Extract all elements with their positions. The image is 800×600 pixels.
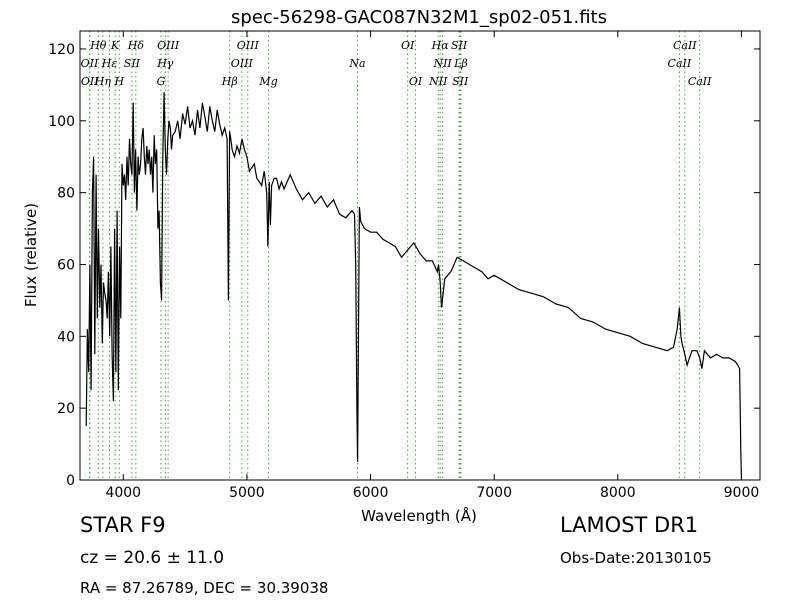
- spectral-line-label: Hα: [431, 39, 450, 52]
- spectral-line-label: CaII: [673, 39, 697, 52]
- y-axis-label: Flux (relative): [22, 203, 40, 307]
- spectral-line-markers: [89, 31, 701, 480]
- spectral-line-label: OIII: [231, 57, 254, 70]
- spectral-line-label: OIII: [237, 39, 260, 52]
- spectral-line-label: OII: [81, 57, 99, 70]
- spectral-line-label: OI: [409, 75, 423, 88]
- y-tick-label: 80: [57, 186, 75, 202]
- spectral-line-label: OII: [81, 75, 99, 88]
- spectral-line-label: Mg: [258, 75, 277, 88]
- spectral-line-label: Hδ: [127, 39, 145, 52]
- spectral-line-label: Hη: [94, 75, 112, 88]
- spectral-line-label: OIII: [157, 39, 180, 52]
- spectral-line-label: Hε: [101, 57, 118, 70]
- x-axis: 4000 5000 6000 7000 8000 9000: [105, 31, 759, 501]
- y-tick-label: 100: [48, 114, 75, 130]
- x-tick-label: 8000: [600, 485, 636, 501]
- y-tick-label: 20: [57, 401, 75, 417]
- object-class: STAR F9: [80, 513, 166, 537]
- y-axis: 0 20 40 60 80 100 120: [48, 42, 760, 489]
- spectral-line-label: CaII: [668, 57, 692, 70]
- observation-date: Obs-Date:20130105: [560, 549, 712, 567]
- x-tick-label: 6000: [353, 485, 389, 501]
- spectral-line-label: Hγ: [156, 57, 174, 70]
- survey-name: LAMOST DR1: [560, 513, 699, 537]
- spectral-line-label: SII: [451, 39, 468, 52]
- spectral-line-label: G: [157, 75, 166, 88]
- spectral-line-label: K: [110, 39, 120, 52]
- spectral-line-label: Na: [348, 57, 365, 70]
- spectral-line-label: SII: [124, 57, 141, 70]
- spectral-line-label: H: [114, 75, 125, 88]
- y-tick-label: 60: [57, 257, 75, 273]
- x-axis-label: Wavelength (Å): [361, 506, 477, 525]
- spectral-line-label: NII: [432, 57, 452, 70]
- y-tick-label: 0: [66, 473, 75, 489]
- x-tick-label: 4000: [105, 485, 141, 501]
- spectral-line-label: CaII: [688, 75, 712, 88]
- chart-title: spec-56298-GAC087N32M1_sp02-051.fits: [231, 7, 607, 28]
- spectral-line-label: OI: [401, 39, 415, 52]
- redshift-cz: cz = 20.6 ± 11.0: [80, 548, 225, 568]
- x-tick-label: 9000: [724, 485, 760, 501]
- spectrum-line: [85, 92, 743, 481]
- spectral-line-label: Lβ: [453, 57, 468, 70]
- x-tick-label: 7000: [476, 485, 512, 501]
- x-tick-label: 5000: [229, 485, 265, 501]
- y-tick-label: 120: [48, 42, 75, 58]
- ra-dec-coordinates: RA = 87.26789, DEC = 30.39038: [80, 579, 329, 597]
- spectral-line-label: Hβ: [221, 75, 238, 88]
- spectral-line-label: SII: [452, 75, 469, 88]
- plot-frame: [79, 30, 761, 481]
- spectral-line-label: Hθ: [89, 39, 107, 52]
- spectral-line-label: NII: [428, 75, 448, 88]
- y-tick-label: 40: [57, 329, 75, 345]
